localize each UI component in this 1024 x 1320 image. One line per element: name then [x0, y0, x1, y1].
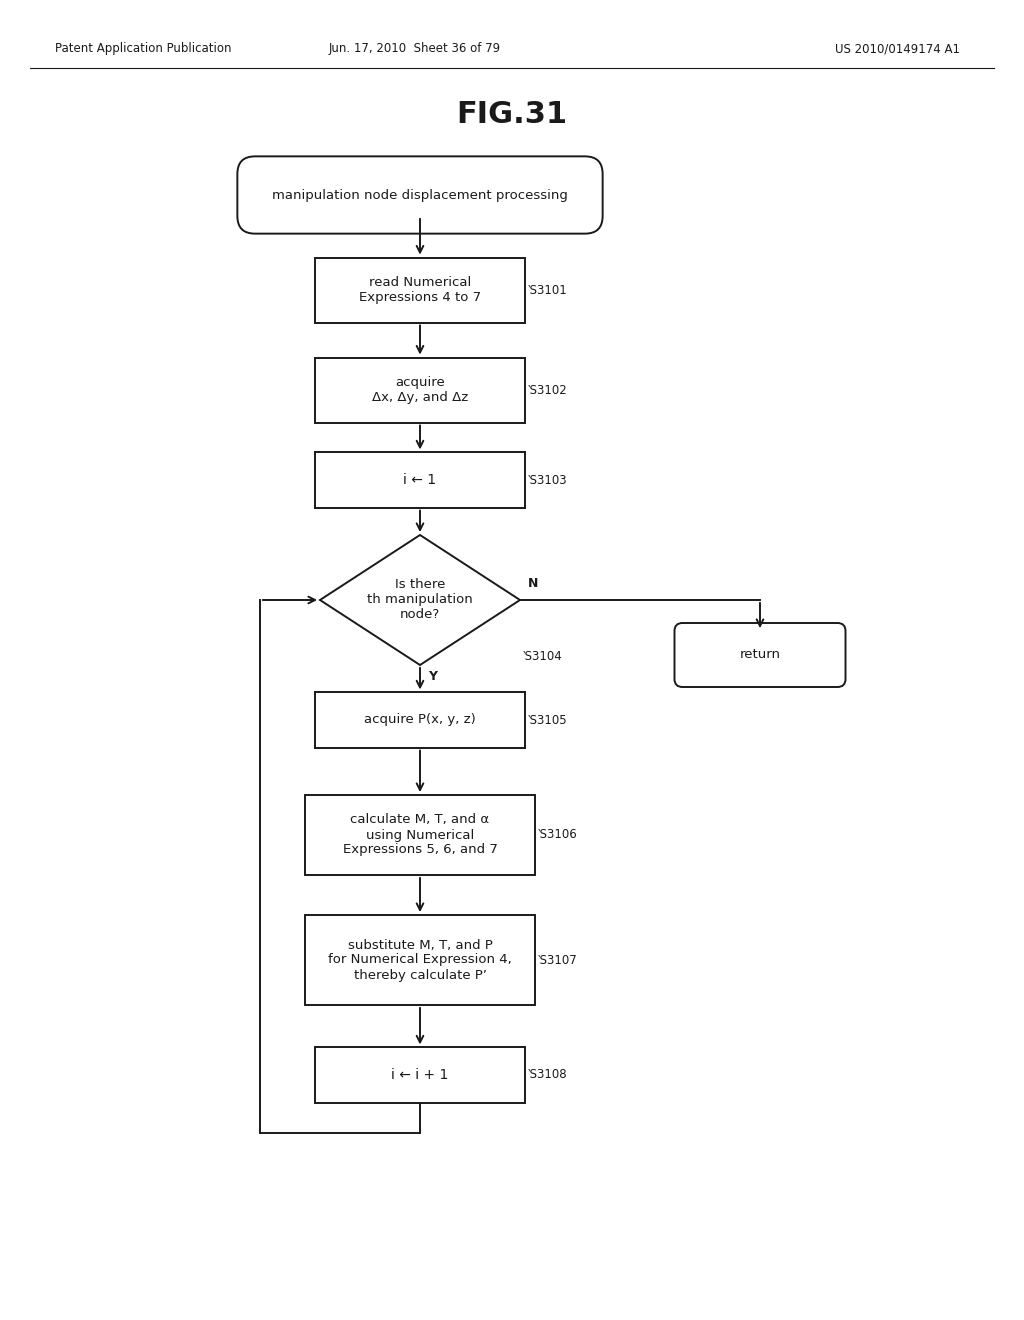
Text: ‵S3104: ‵S3104: [523, 649, 563, 663]
Polygon shape: [319, 535, 520, 665]
Bar: [315, 1047, 525, 1102]
Bar: [315, 358, 525, 422]
Text: US 2010/0149174 A1: US 2010/0149174 A1: [835, 42, 961, 55]
Text: calculate M, T, and α
using Numerical
Expressions 5, 6, and 7: calculate M, T, and α using Numerical Ex…: [343, 813, 498, 857]
Text: i ← 1: i ← 1: [403, 473, 436, 487]
Text: ‵S3108: ‵S3108: [528, 1068, 567, 1081]
Bar: [305, 795, 535, 875]
Text: Jun. 17, 2010  Sheet 36 of 79: Jun. 17, 2010 Sheet 36 of 79: [329, 42, 501, 55]
Text: read Numerical
Expressions 4 to 7: read Numerical Expressions 4 to 7: [359, 276, 481, 304]
Bar: [315, 453, 525, 508]
Text: manipulation node displacement processing: manipulation node displacement processin…: [272, 189, 568, 202]
Text: Patent Application Publication: Patent Application Publication: [55, 42, 231, 55]
Text: acquire P(x, y, z): acquire P(x, y, z): [365, 714, 476, 726]
Text: ‵S3103: ‵S3103: [528, 474, 567, 487]
Text: acquire
Δx, Δy, and Δz: acquire Δx, Δy, and Δz: [372, 376, 468, 404]
Text: Is there
th manipulation
node?: Is there th manipulation node?: [368, 578, 473, 622]
Text: return: return: [739, 648, 780, 661]
Bar: [305, 915, 535, 1005]
Text: ‵S3107: ‵S3107: [538, 953, 578, 966]
Text: ‵S3106: ‵S3106: [538, 829, 578, 842]
Text: i ← i + 1: i ← i + 1: [391, 1068, 449, 1082]
Bar: [315, 693, 525, 747]
Bar: [315, 257, 525, 322]
Text: ‵S3101: ‵S3101: [528, 284, 567, 297]
FancyBboxPatch shape: [675, 623, 846, 686]
Text: Y: Y: [428, 671, 437, 682]
FancyBboxPatch shape: [238, 156, 603, 234]
Text: N: N: [528, 577, 539, 590]
Text: substitute M, T, and P
for Numerical Expression 4,
thereby calculate P’: substitute M, T, and P for Numerical Exp…: [328, 939, 512, 982]
Text: FIG.31: FIG.31: [457, 100, 567, 129]
Text: ‵S3102: ‵S3102: [528, 384, 567, 396]
Text: ‵S3105: ‵S3105: [528, 714, 567, 726]
